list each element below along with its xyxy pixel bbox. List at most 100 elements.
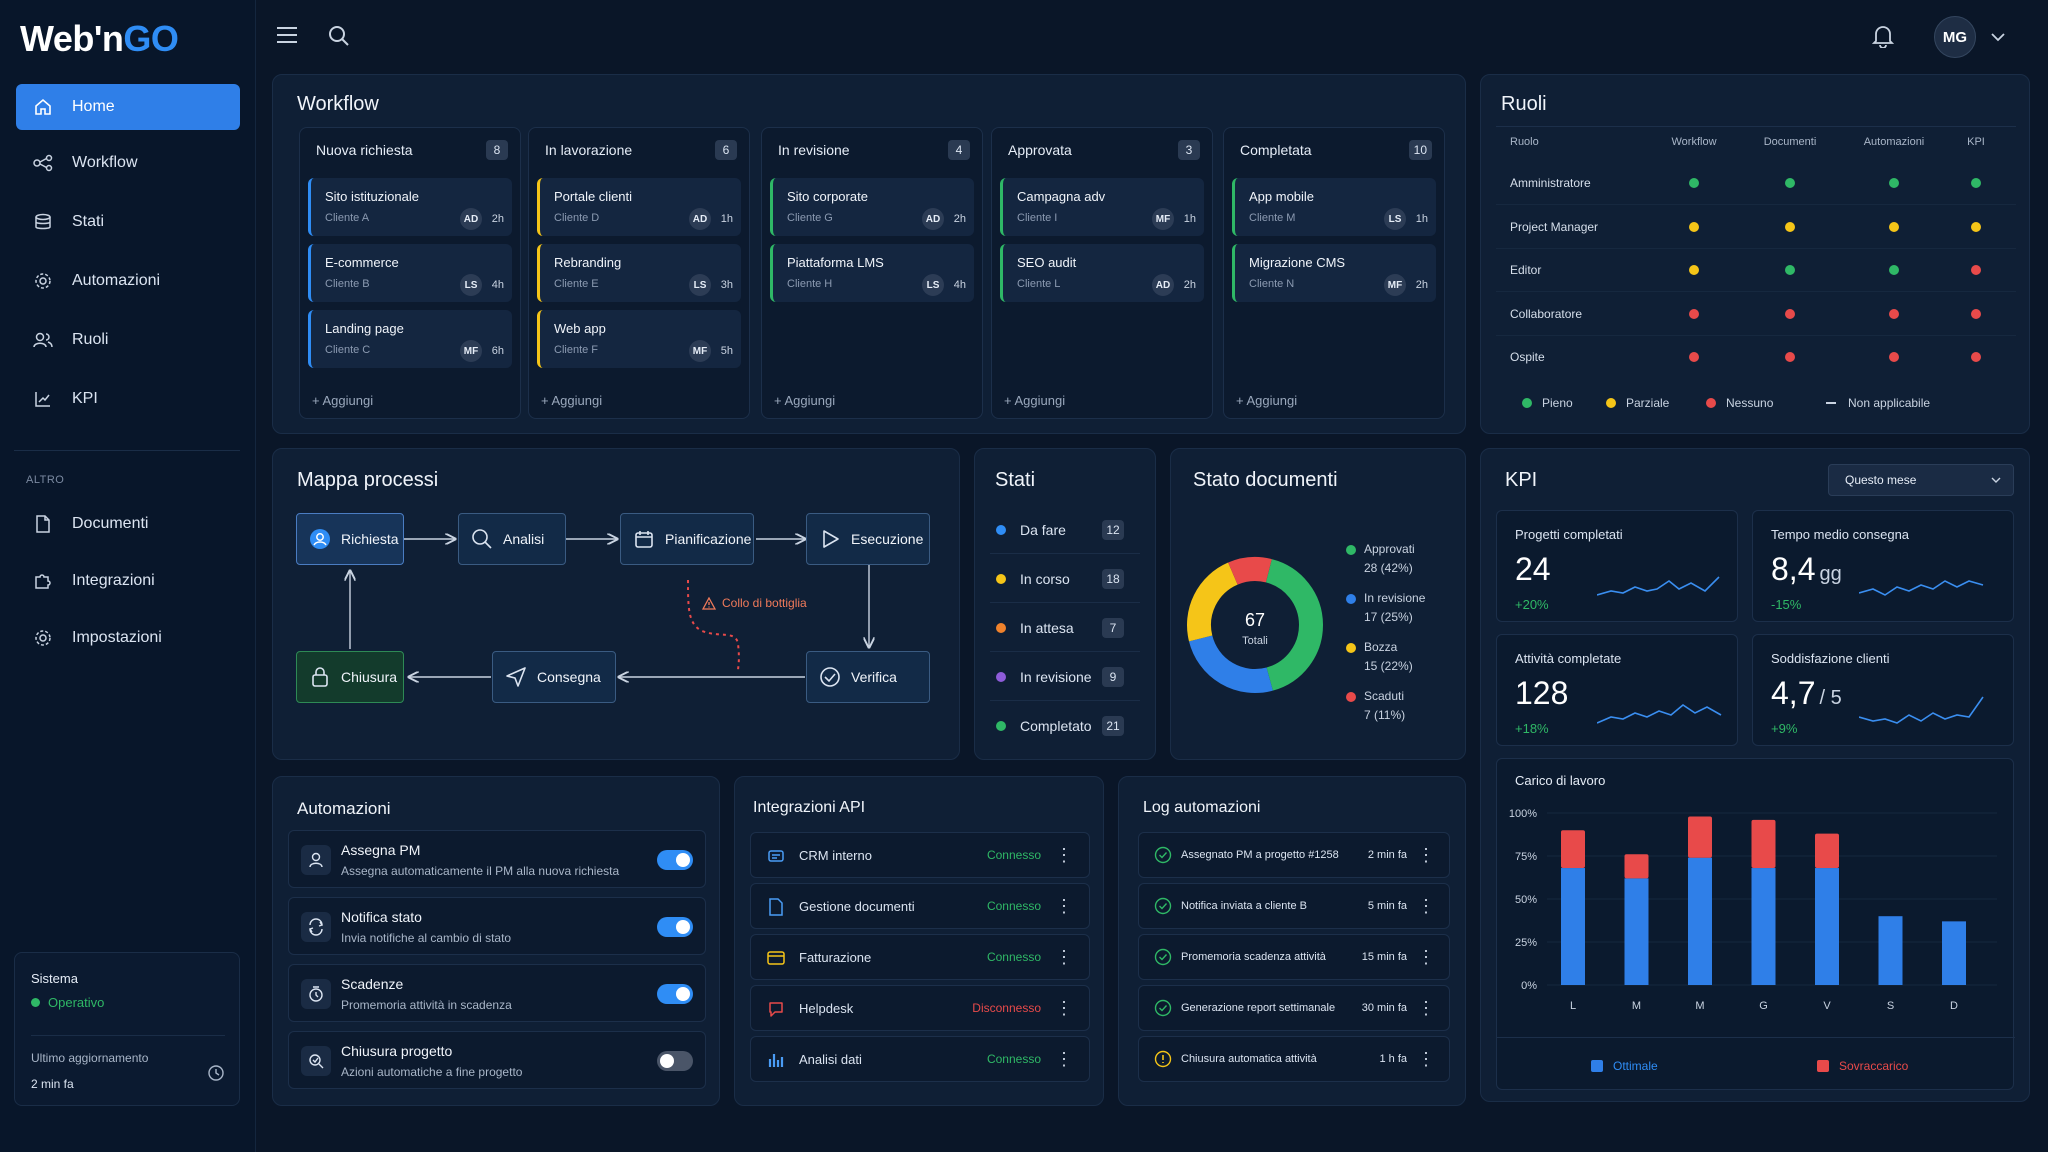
- state-item[interactable]: In revisione 9: [996, 657, 1132, 697]
- roles-legend-item: Nessuno: [1706, 396, 1773, 410]
- clock-icon: [207, 1064, 225, 1082]
- add-card-button[interactable]: + Aggiungi: [1004, 393, 1066, 408]
- more-options-icon[interactable]: ⋮: [1055, 1049, 1073, 1069]
- process-node-verifica[interactable]: Verifica: [806, 651, 930, 703]
- task-card[interactable]: Campagna adv Cliente I MF 1h: [1000, 178, 1204, 236]
- chevron-down-icon[interactable]: [1991, 32, 2005, 42]
- process-map-panel: Mappa processi: [272, 448, 960, 760]
- kpi-value-number: 8,4: [1771, 551, 1816, 587]
- more-options-icon[interactable]: ⋮: [1417, 896, 1435, 916]
- y-tick-label: 100%: [1509, 808, 1537, 820]
- more-options-icon[interactable]: ⋮: [1055, 998, 1073, 1018]
- task-card[interactable]: E-commerce Cliente B LS 4h: [308, 244, 512, 302]
- chevron-down-icon: [1991, 477, 2001, 484]
- nav-item-stati[interactable]: Stati: [16, 199, 240, 245]
- api-integration-item[interactable]: Fatturazione Connesso ⋮: [750, 934, 1090, 980]
- log-entry[interactable]: Assegnato PM a progetto #1258 2 min fa ⋮: [1138, 832, 1450, 878]
- menu-icon[interactable]: [276, 26, 298, 44]
- roles-column-header: KPI: [1967, 136, 1985, 148]
- add-card-button[interactable]: + Aggiungi: [312, 393, 374, 408]
- nav-item-impostazioni[interactable]: Impostazioni: [16, 615, 240, 661]
- add-card-button[interactable]: + Aggiungi: [1236, 393, 1298, 408]
- state-item[interactable]: In attesa 7: [996, 608, 1132, 648]
- task-card[interactable]: Migrazione CMS Cliente N MF 2h: [1232, 244, 1436, 302]
- nav-item-documenti[interactable]: Documenti: [16, 501, 240, 547]
- task-card[interactable]: Rebranding Cliente E LS 3h: [537, 244, 741, 302]
- more-options-icon[interactable]: ⋮: [1055, 896, 1073, 916]
- state-item[interactable]: Da fare 12: [996, 510, 1132, 550]
- automation-toggle[interactable]: [657, 850, 693, 870]
- task-card[interactable]: Web app Cliente F MF 5h: [537, 310, 741, 368]
- legend-value: 15 (22%): [1364, 659, 1413, 673]
- kpi-card[interactable]: Tempo medio consegna 8,4 gg -15%: [1752, 510, 2014, 622]
- permission-dot: [1971, 352, 1981, 362]
- docs-total-label: Totali: [1242, 635, 1268, 647]
- nav-label: Impostazioni: [72, 629, 162, 646]
- task-card[interactable]: Sito corporate Cliente G AD 2h: [770, 178, 974, 236]
- state-item[interactable]: Completato 21: [996, 706, 1132, 746]
- task-card[interactable]: Sito istituzionale Cliente A AD 2h: [308, 178, 512, 236]
- api-status: Disconnesso: [972, 1001, 1041, 1015]
- bar-sovraccarico: [1624, 854, 1649, 879]
- more-options-icon[interactable]: ⋮: [1055, 947, 1073, 967]
- log-entry[interactable]: Chiusura automatica attività 1 h fa ⋮: [1138, 1036, 1450, 1082]
- task-card[interactable]: App mobile Cliente M LS 1h: [1232, 178, 1436, 236]
- process-node-richiesta[interactable]: Richiesta: [296, 513, 404, 565]
- search-icon[interactable]: [327, 24, 351, 48]
- nav-item-integrazioni[interactable]: Integrazioni: [16, 558, 240, 604]
- process-node-analisi[interactable]: Analisi: [458, 513, 566, 565]
- add-card-button[interactable]: + Aggiungi: [541, 393, 603, 408]
- task-title: Migrazione CMS: [1249, 255, 1346, 270]
- api-integration-item[interactable]: Gestione documenti Connesso ⋮: [750, 883, 1090, 929]
- task-title: Sito istituzionale: [325, 189, 419, 204]
- permission-dot: [1971, 178, 1981, 188]
- api-integration-item[interactable]: Helpdesk Disconnesso ⋮: [750, 985, 1090, 1031]
- legend-dot: [1522, 398, 1532, 408]
- docs-legend-item: Approvati 28 (42%): [1346, 540, 1415, 578]
- more-options-icon[interactable]: ⋮: [1055, 845, 1073, 865]
- nav-item-home[interactable]: Home: [16, 84, 240, 130]
- nav-item-ruoli[interactable]: Ruoli: [16, 317, 240, 363]
- period-select[interactable]: Questo mese: [1828, 464, 2014, 496]
- task-card[interactable]: SEO audit Cliente L AD 2h: [1000, 244, 1204, 302]
- nav-item-workflow[interactable]: Workflow: [16, 140, 240, 186]
- state-item[interactable]: In corso 18: [996, 559, 1132, 599]
- kpi-card[interactable]: Progetti completati 24 +20%: [1496, 510, 1738, 622]
- task-card[interactable]: Portale clienti Cliente D AD 1h: [537, 178, 741, 236]
- log-text: Notifica inviata a cliente B: [1181, 900, 1307, 912]
- log-entry[interactable]: Promemoria scadenza attività 15 min fa ⋮: [1138, 934, 1450, 980]
- nav-item-kpi[interactable]: KPI: [16, 376, 240, 422]
- log-entry[interactable]: Generazione report settimanale 30 min fa ⋮: [1138, 985, 1450, 1031]
- kpi-card[interactable]: Attività completate 128 +18%: [1496, 634, 1738, 746]
- brand-logo[interactable]: Web'nGO: [20, 18, 179, 60]
- kpi-card[interactable]: Soddisfazione clienti 4,7/ 5 +9%: [1752, 634, 2014, 746]
- more-options-icon[interactable]: ⋮: [1417, 845, 1435, 865]
- api-name: Gestione documenti: [799, 899, 915, 914]
- automation-toggle[interactable]: [657, 1051, 693, 1071]
- process-node-consegna[interactable]: Consegna: [492, 651, 616, 703]
- api-integration-item[interactable]: Analisi dati Connesso ⋮: [750, 1036, 1090, 1082]
- more-options-icon[interactable]: ⋮: [1417, 947, 1435, 967]
- process-node-pianificazione[interactable]: Pianificazione: [620, 513, 754, 565]
- permission-dot: [1785, 221, 1795, 232]
- process-node-esecuzione[interactable]: Esecuzione: [806, 513, 930, 565]
- log-title: Log automazioni: [1143, 799, 1261, 816]
- permission-dot: [1889, 308, 1899, 319]
- more-options-icon[interactable]: ⋮: [1417, 998, 1435, 1018]
- more-options-icon[interactable]: ⋮: [1417, 1049, 1435, 1069]
- bell-icon[interactable]: [1872, 24, 1894, 48]
- column-title: In lavorazione: [545, 142, 633, 158]
- task-card[interactable]: Piattaforma LMS Cliente H LS 4h: [770, 244, 974, 302]
- permission-dot: [1889, 178, 1899, 188]
- process-node-chiusura[interactable]: Chiusura: [296, 651, 404, 703]
- task-card[interactable]: Landing page Cliente C MF 6h: [308, 310, 512, 368]
- automation-toggle[interactable]: [657, 917, 693, 937]
- automation-item: Notifica stato Invia notifiche al cambio …: [288, 897, 706, 955]
- api-integration-item[interactable]: CRM interno Connesso ⋮: [750, 832, 1090, 878]
- add-card-button[interactable]: + Aggiungi: [774, 393, 836, 408]
- nav-item-automazioni[interactable]: Automazioni: [16, 258, 240, 304]
- log-entry[interactable]: Notifica inviata a cliente B 5 min fa ⋮: [1138, 883, 1450, 929]
- state-count-badge: 12: [1102, 520, 1124, 540]
- automation-toggle[interactable]: [657, 984, 693, 1004]
- user-avatar[interactable]: MG: [1934, 16, 1976, 58]
